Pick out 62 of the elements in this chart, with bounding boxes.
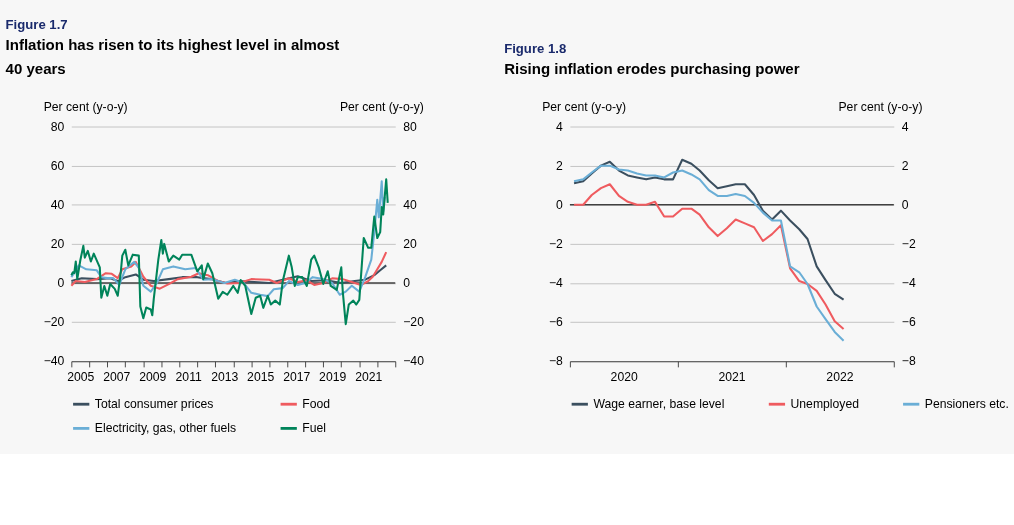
line-series [70, 264, 388, 285]
legend-label: Unemployed [790, 396, 859, 411]
y2-tick-label: −4 [901, 276, 916, 291]
x-tick-label: 2021 [718, 369, 746, 384]
y-tick-label: −40 [43, 354, 65, 369]
y2-tick-label: 2 [901, 158, 909, 173]
x-tick-label: 2007 [103, 369, 131, 384]
chart-title: Figure 1.7 [5, 16, 68, 32]
y-tick-label: −20 [43, 315, 65, 330]
line-series [70, 178, 389, 326]
y-tick-label: −4 [548, 276, 564, 291]
legend-label: Electricity, gas, other fuels [94, 421, 237, 436]
y-tick-label: −6 [548, 315, 564, 330]
chart-subtitle: Inflation has risen to its highest level in almost 40 years [5, 35, 340, 77]
y2-tick-label: −20 [403, 315, 425, 330]
y2-tick-label: 20 [403, 237, 418, 252]
x-tick-label: 2021 [355, 369, 383, 384]
y2-axis-title: Per cent (y-o-y) [339, 100, 424, 115]
y2-tick-label: 60 [403, 158, 418, 173]
y-tick-label: −8 [548, 354, 564, 369]
line-series [573, 164, 845, 342]
legend-label: Wage earner, base level [593, 396, 725, 411]
x-tick-label: 2017 [283, 369, 311, 384]
y2-tick-label: 4 [901, 119, 909, 134]
y-tick-label: 80 [50, 119, 65, 134]
line-series [70, 180, 386, 298]
legend-label: Fuel [302, 421, 327, 436]
y2-tick-label: 40 [403, 198, 418, 212]
y2-tick-label: −8 [901, 354, 916, 369]
line-series [70, 251, 388, 290]
y-tick-label: 60 [50, 158, 65, 173]
y2-tick-label: −40 [403, 354, 425, 369]
legend-label: Total consumer prices [94, 396, 214, 411]
line-series [573, 183, 845, 331]
y-tick-label: 2 [556, 158, 564, 173]
x-tick-label: 2011 [175, 369, 203, 384]
x-tick-label: 2019 [319, 369, 347, 384]
y2-tick-label: −2 [901, 237, 916, 252]
y-tick-label: 4 [556, 119, 564, 134]
x-tick-label: 2013 [211, 369, 239, 384]
legend-label: Pensioners etc. [924, 396, 1009, 411]
y-axis-title: Per cent (y-o-y) [542, 100, 627, 115]
x-tick-label: 2009 [139, 369, 167, 384]
y2-tick-label: 0 [403, 276, 411, 291]
y-tick-label: 0 [57, 276, 65, 291]
legend-label: Food [302, 396, 331, 411]
y2-tick-label: 80 [403, 119, 418, 134]
chart-title: Figure 1.8 [504, 41, 567, 57]
y-tick-label: 40 [50, 198, 65, 212]
y2-axis-title: Per cent (y-o-y) [838, 100, 923, 115]
chart-subtitle: Rising inflation erodes purchasing power [504, 59, 800, 77]
y-axis-title: Per cent (y-o-y) [43, 100, 128, 115]
line-series [573, 158, 845, 301]
y2-tick-label: 0 [901, 198, 909, 212]
x-tick-label: 2015 [247, 369, 275, 384]
y-tick-label: −2 [548, 237, 564, 252]
y-tick-label: 0 [556, 198, 564, 212]
x-tick-label: 2022 [826, 369, 854, 384]
y2-tick-label: −6 [901, 315, 916, 330]
x-tick-label: 2005 [67, 369, 95, 384]
y-tick-label: 20 [50, 237, 65, 252]
x-tick-label: 2020 [610, 369, 638, 384]
